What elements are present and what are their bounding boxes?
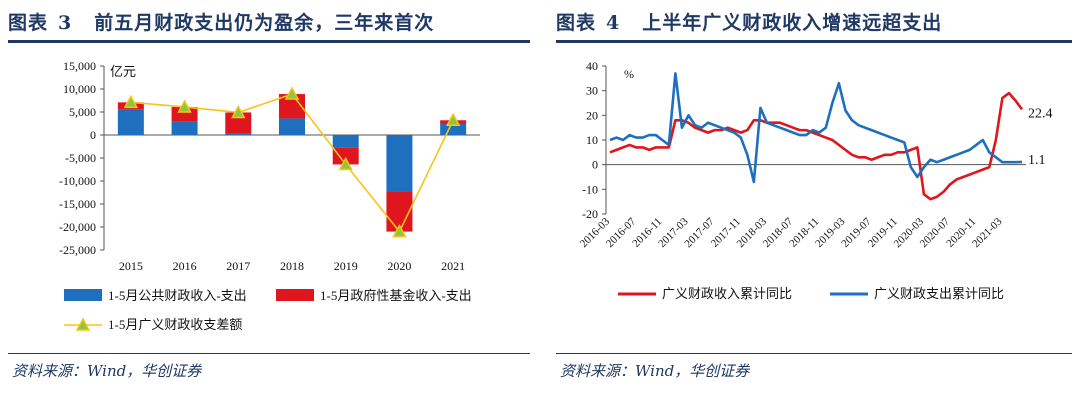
left-figure-panel: 图表 3 前五月财政支出仍为盈余，三年来首次 15,000 10,000 5,000 0 -…: [8, 8, 530, 380]
left-bar-fund-2016: [171, 106, 198, 122]
right-y-tick-label: -20: [582, 207, 598, 221]
right-unit-label: %: [624, 67, 634, 81]
legend-swatch-fund: [276, 289, 314, 301]
left-title-prefix: 图表: [8, 12, 49, 34]
left-balance-marker: [338, 156, 353, 171]
left-bar-public-2021: [440, 123, 467, 135]
left-balance-marker: [177, 99, 192, 113]
left-y-tick-label: -20,000: [59, 220, 96, 234]
right-expenditure-line: [609, 72, 1023, 184]
left-x-tick-label: 2020: [387, 259, 411, 273]
legend-label-fund: 1-5月政府性基金收入-支出: [320, 288, 472, 303]
left-y-tick-label: -5,000: [65, 151, 96, 165]
left-y-tick-label: 0: [90, 128, 96, 142]
right-y-tick-label: 20: [586, 108, 598, 122]
left-y-tick-label: -25,000: [59, 243, 96, 257]
left-x-tick-label: 2017: [226, 259, 250, 273]
right-x-tick-label: 2021-03: [970, 215, 1005, 250]
right-y-tick-label: 10: [586, 133, 598, 147]
left-balance-marker: [445, 112, 461, 127]
right-y-tick-label: 30: [586, 84, 598, 98]
right-line-chart: 403020100-10-20%2016-032016-072016-11201…: [578, 59, 1053, 301]
left-title-rule: [8, 40, 530, 43]
right-source-note: 资料来源：Wind，华创证券: [560, 362, 750, 380]
left-bar-public-2017: [225, 133, 252, 135]
left-balance-marker: [284, 86, 300, 100]
left-bar-public-2019: [332, 135, 359, 148]
right-expenditure-end-label: 1.1: [1028, 153, 1046, 168]
left-y-tick-label: -15,000: [59, 197, 96, 211]
left-figure-title: 图表 3 前五月财政支出仍为盈余，三年来首次: [8, 8, 434, 38]
left-balance-marker: [123, 94, 139, 109]
left-x-tick-label: 2018: [280, 259, 304, 273]
legend-swatch-public: [64, 289, 102, 301]
right-title-number: 4: [606, 12, 621, 34]
left-title-text: 前五月财政支出仍为盈余，三年来首次: [94, 12, 435, 34]
left-title-number: 3: [58, 12, 73, 34]
right-figure-panel: 图表 4 上半年广义财政收入增速远超支出 40 30 20 10 0 -10 -20% 2016-…: [548, 0, 1080, 400]
left-y-tick-label: 5,000: [69, 105, 96, 119]
right-y-tick-label: 40: [586, 59, 598, 73]
left-bar-chart: 15,000 10,000 5,000 0 -5,000 -10,000 -15,000 -2…: [59, 59, 480, 332]
legend-label-public: 1-5月公共财政收入-支出: [108, 288, 247, 303]
left-bar-public-2016: [171, 121, 198, 135]
right-y-tick-label: -10: [582, 182, 598, 196]
left-balance-marker: [392, 224, 407, 238]
left-bar-public-2020: [386, 135, 413, 192]
left-y-tick-label: 10,000: [63, 82, 96, 96]
legend-label-expenditure: 广义财政支出累计同比: [874, 286, 1004, 301]
left-x-tick-label: 2021: [441, 259, 465, 273]
legend-label-balance: 1-5月广义财政收支差额: [108, 317, 242, 332]
right-y-tick-label: 0: [592, 158, 598, 172]
left-x-tick-label: 2016: [173, 259, 197, 273]
right-title-rule: [556, 40, 1072, 43]
left-y-tick-label: 15,000: [63, 59, 96, 73]
left-source-rule: [8, 353, 530, 354]
legend-swatch-balance-marker: [75, 317, 91, 331]
right-revenue-end-label: 22.4: [1028, 106, 1053, 121]
right-source-rule: [556, 353, 1072, 354]
left-x-tick-label: 2015: [119, 259, 143, 273]
right-figure-title: 图表 4 上半年广义财政收入增速远超支出: [556, 8, 942, 38]
right-title-text: 上半年广义财政收入增速远超支出: [642, 12, 943, 34]
right-revenue-line: [609, 91, 1024, 201]
left-y-tick-label: -10,000: [59, 174, 96, 188]
left-bar-public-2015: [117, 109, 144, 135]
left-balance-marker: [231, 104, 246, 119]
left-source-note: 资料来源：Wind，华创证券: [12, 362, 202, 380]
left-unit-label: 亿元: [110, 64, 136, 79]
left-bar-fund-2019: [332, 147, 359, 165]
legend-label-revenue: 广义财政收入累计同比: [662, 286, 792, 301]
right-title-prefix: 图表: [556, 12, 597, 34]
left-bar-public-2018: [279, 118, 305, 135]
left-x-tick-label: 2019: [334, 259, 358, 273]
